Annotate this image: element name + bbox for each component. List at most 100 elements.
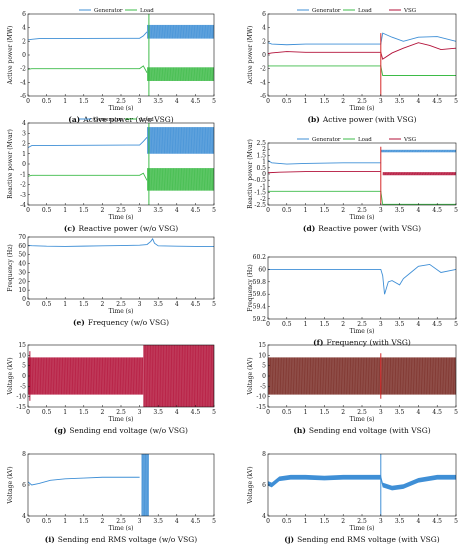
x-tick-label: 1.5 <box>320 321 330 328</box>
band-hatch <box>401 172 403 176</box>
band-hatch <box>399 357 401 395</box>
y-tick-label: -1.5 <box>254 190 266 197</box>
band-hatch <box>202 127 204 154</box>
band-hatch <box>66 357 68 395</box>
series-band-0 <box>147 24 214 39</box>
band-hatch <box>442 357 444 395</box>
band-hatch <box>139 357 141 395</box>
band-hatch <box>210 127 212 154</box>
x-axis-label: Time (s) <box>109 416 134 423</box>
x-tick-label: 0.5 <box>282 409 292 416</box>
y-tick-label: 70 <box>18 234 26 241</box>
band-hatch <box>150 24 152 39</box>
band-hatch <box>192 345 194 407</box>
band-hatch <box>174 168 176 191</box>
band-hatch <box>387 172 389 176</box>
band-hatch <box>209 67 211 81</box>
y-tick-label: -2.5 <box>254 202 266 209</box>
band-hatch <box>182 67 184 81</box>
band-hatch <box>159 24 161 39</box>
band-hatch <box>158 67 160 81</box>
x-tick-label: 5 <box>454 518 458 525</box>
x-axis-label: Time (s) <box>109 308 134 315</box>
y-tick-label: 2 <box>262 38 266 45</box>
x-tick-label: 1.5 <box>79 98 89 105</box>
band-hatch <box>55 357 57 395</box>
band-hatch <box>123 357 125 395</box>
band-hatch <box>419 149 421 153</box>
x-tick-label: 1 <box>63 518 67 525</box>
band-hatch <box>452 149 454 153</box>
x-tick-label: 0.5 <box>42 518 52 525</box>
x-tick-label: 2.5 <box>116 98 126 105</box>
band-hatch <box>183 127 185 154</box>
band-hatch <box>398 172 400 176</box>
y-tick-label: 0 <box>22 373 26 380</box>
x-tick-label: 0.5 <box>42 301 52 308</box>
band-hatch <box>365 357 367 395</box>
band-hatch <box>199 127 201 154</box>
band-hatch <box>314 357 316 395</box>
band-hatch <box>407 149 409 153</box>
series-band-0 <box>268 474 456 491</box>
band-hatch <box>150 168 152 191</box>
panel-caption: (d) Reactive power (with VSG) <box>303 224 421 233</box>
band-hatch <box>47 357 49 395</box>
x-tick-label: 4.5 <box>191 518 201 525</box>
y-tick-label: 1 <box>22 151 26 158</box>
series-line-0 <box>28 237 214 248</box>
series-line-0 <box>268 263 456 295</box>
band-hatch <box>71 357 73 395</box>
x-tick-label: 2 <box>100 409 104 416</box>
band-hatch <box>172 127 174 154</box>
band-hatch <box>180 127 182 154</box>
x-tick-label: 2.5 <box>357 409 367 416</box>
x-tick-label: 3.5 <box>395 518 405 525</box>
band-hatch <box>127 357 129 395</box>
band-hatch <box>299 357 301 395</box>
band-hatch <box>151 168 153 191</box>
band-hatch <box>206 168 208 191</box>
band-hatch <box>187 345 190 407</box>
y-tick-label: -1 <box>260 183 266 190</box>
band-hatch <box>159 345 161 407</box>
plot-area <box>268 146 456 205</box>
band-hatch <box>183 345 185 407</box>
panel-caption: (g) Sending end voltage (w/o VSG) <box>54 426 188 435</box>
x-tick-label: 1.5 <box>320 98 330 105</box>
band-hatch <box>107 357 109 395</box>
band-hatch <box>152 345 154 407</box>
panel-caption: (h) Sending end voltage (with VSG) <box>293 426 430 435</box>
band-hatch <box>435 172 437 176</box>
series-band-0 <box>147 127 214 154</box>
x-tick-label: 3 <box>138 409 142 416</box>
band-hatch <box>167 127 169 154</box>
band-hatch <box>403 357 405 395</box>
x-tick-label: 2.5 <box>116 301 126 308</box>
x-tick-label: 4 <box>175 301 179 308</box>
x-tick-label: 3 <box>138 207 142 214</box>
band-hatch <box>280 357 282 395</box>
x-tick-label: 1 <box>63 301 67 308</box>
band-hatch <box>201 67 203 81</box>
x-axis-label: Time (s) <box>350 416 375 423</box>
band-hatch <box>193 24 195 39</box>
band-hatch <box>360 357 362 395</box>
band-hatch <box>175 168 177 191</box>
x-axis-label: Time (s) <box>350 328 375 335</box>
band-hatch <box>206 24 208 39</box>
band-hatch <box>201 127 203 154</box>
band-hatch <box>450 357 452 395</box>
band-hatch <box>87 357 89 395</box>
band-hatch <box>166 67 168 81</box>
band-hatch <box>146 67 148 81</box>
band-hatch <box>169 168 171 191</box>
band-hatch <box>404 172 407 176</box>
band-hatch <box>183 168 185 191</box>
band-hatch <box>149 345 151 407</box>
band-hatch <box>390 172 392 176</box>
band-hatch <box>392 172 394 176</box>
band-hatch <box>158 127 160 154</box>
band-hatch <box>125 357 127 395</box>
y-tick-label: 8 <box>22 451 26 458</box>
